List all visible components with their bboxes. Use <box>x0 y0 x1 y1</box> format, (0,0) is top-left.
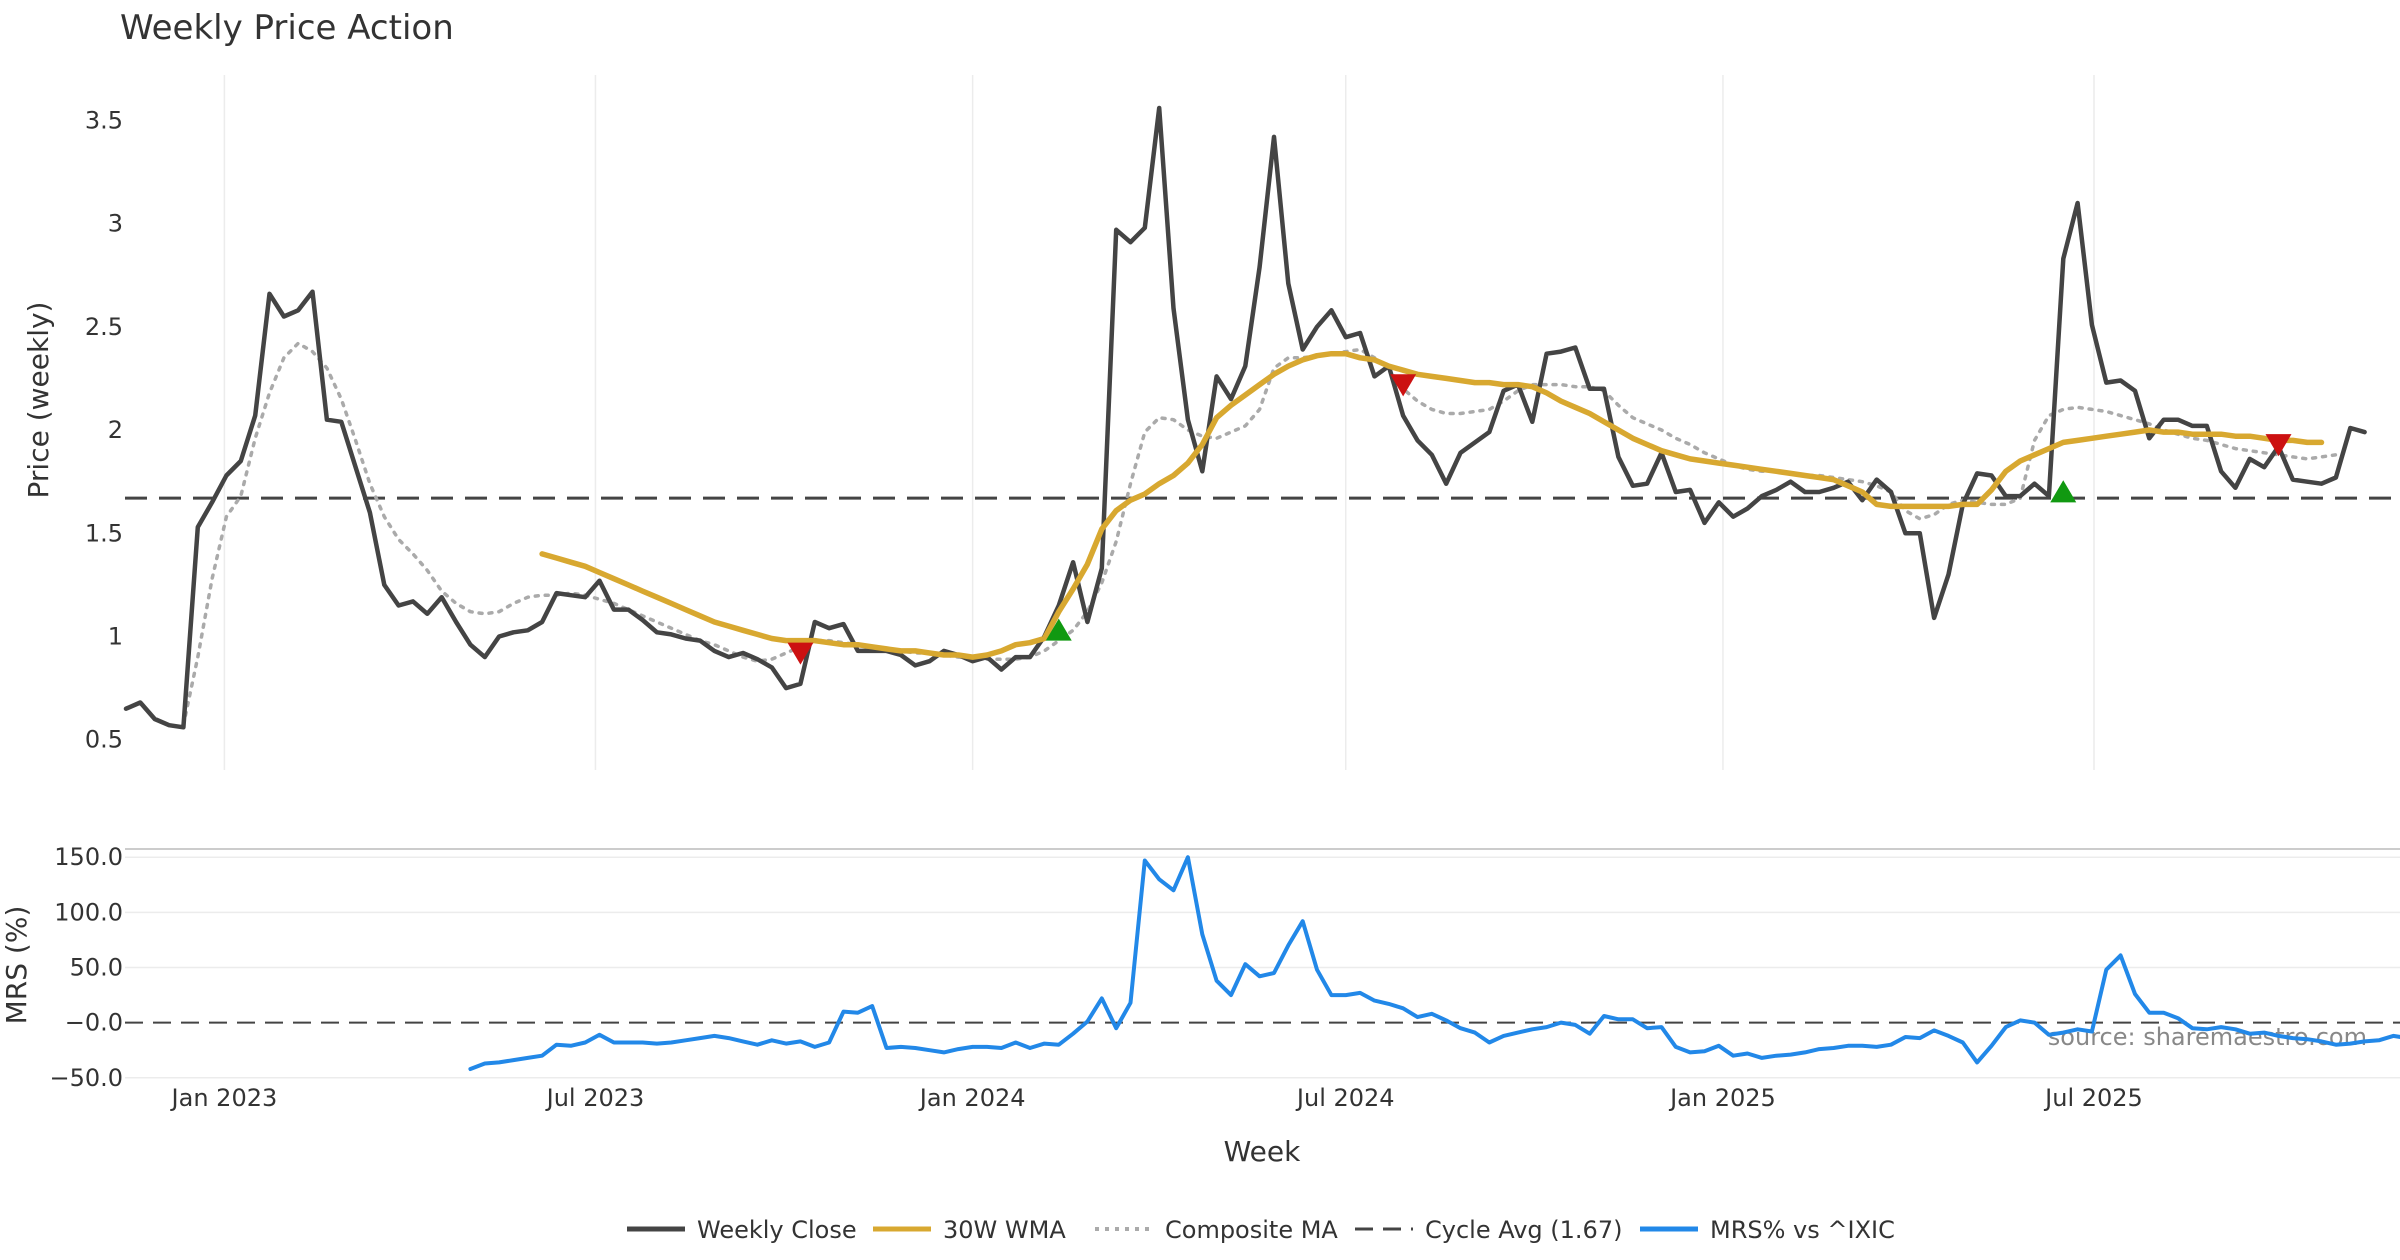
price-y-tick-label: 1 <box>108 622 123 650</box>
x-tick-label: Jul 2025 <box>2043 1084 2143 1112</box>
legend-label: Composite MA <box>1165 1216 1338 1244</box>
mrs-y-tick-label: 100.0 <box>54 898 123 926</box>
sell-signal-marker <box>2265 434 2292 457</box>
legend-label: Cycle Avg (1.67) <box>1425 1216 1622 1244</box>
x-tick-label: Jul 2024 <box>1295 1084 1395 1112</box>
composite-ma-line <box>181 341 2338 727</box>
x-tick-label: Jan 2023 <box>170 1084 278 1112</box>
price-y-axis-label: Price (weekly) <box>22 302 55 499</box>
weekly-close-line <box>123 105 2367 730</box>
buy-signal-marker <box>2050 480 2077 503</box>
legend: Weekly Close 30W WMA Composite MA Cycle Avg… <box>627 1216 1895 1244</box>
series-layer <box>123 105 2400 1071</box>
mrs-y-tick-label: −0.0 <box>65 1009 123 1037</box>
reference-lines <box>125 496 2400 1024</box>
legend-label: 30W WMA <box>943 1216 1066 1244</box>
legend-label: Weekly Close <box>697 1216 857 1244</box>
price-y-tick-label: 2 <box>108 416 123 444</box>
grid-layer <box>125 75 2400 1079</box>
mrs-y-axis-label: MRS (%) <box>0 906 33 1025</box>
sell-signal-marker <box>1390 374 1417 397</box>
mrs-y-tick-label: −50.0 <box>49 1064 123 1092</box>
x-axis-label: Week <box>1224 1135 1301 1168</box>
price-y-tick-label: 3.5 <box>85 106 123 134</box>
mrs-line <box>468 855 2400 1071</box>
x-tick-label: Jul 2023 <box>545 1084 645 1112</box>
price-y-tick-label: 0.5 <box>85 726 123 754</box>
signal-markers <box>787 374 2292 665</box>
x-tick-label: Jan 2025 <box>1668 1084 1776 1112</box>
legend-label: MRS% vs ^IXIC <box>1710 1216 1895 1244</box>
x-tick-label: Jan 2024 <box>918 1084 1026 1112</box>
tick-labels: Jan 2023 Jul 2023 Jan 2024 Jul 2024 Jan 2025… <box>49 106 2142 1112</box>
chart-title: Weekly Price Action <box>120 8 454 48</box>
price-y-tick-label: 2.5 <box>85 313 123 341</box>
wma-30w-line <box>539 350 2325 660</box>
sell-signal-marker <box>787 642 814 665</box>
mrs-y-tick-label: 150.0 <box>54 843 123 871</box>
mrs-y-tick-label: 50.0 <box>70 954 123 982</box>
price-y-tick-label: 1.5 <box>85 519 123 547</box>
buy-signal-marker <box>1045 618 1072 641</box>
price-y-tick-label: 3 <box>108 210 123 238</box>
